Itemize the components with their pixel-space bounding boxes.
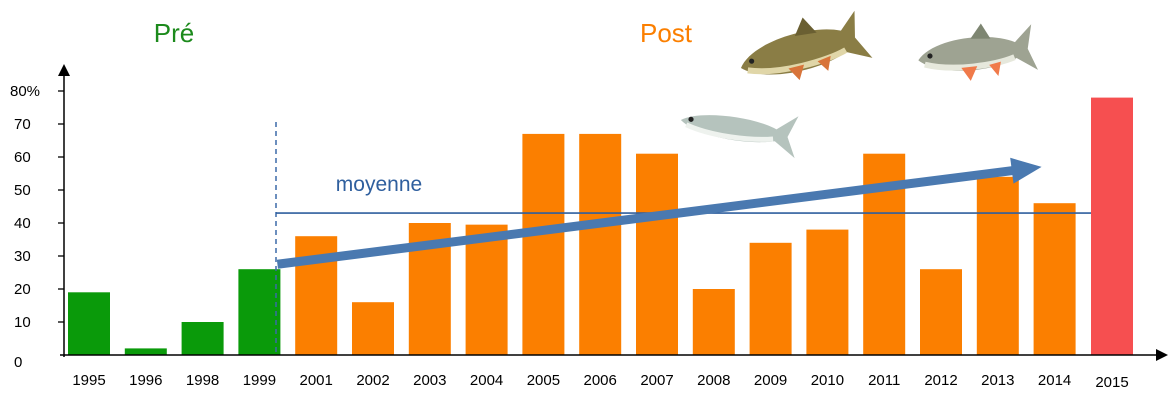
bar-2008 bbox=[692, 289, 735, 355]
post-period-label: Post bbox=[640, 18, 693, 48]
mean-label: moyenne bbox=[336, 173, 422, 196]
bleak-fish-icon bbox=[680, 115, 799, 159]
bars-layer bbox=[68, 97, 1133, 355]
x-tick-label-1999: 1999 bbox=[243, 372, 276, 389]
bar-2005 bbox=[522, 133, 565, 355]
bar-2002 bbox=[352, 302, 394, 355]
x-tick-label-1998: 1998 bbox=[186, 372, 219, 389]
y-tick-label: 80% bbox=[10, 83, 40, 100]
y-tick-label: 0 bbox=[14, 354, 22, 371]
x-tick-label-2004: 2004 bbox=[470, 372, 503, 389]
x-tick-label-2011: 2011 bbox=[868, 372, 900, 389]
y-tick-label: 60 bbox=[14, 149, 31, 166]
x-tick-label-2001: 2001 bbox=[300, 372, 333, 389]
x-tick-label-2005: 2005 bbox=[527, 372, 560, 389]
x-axis-arrowhead bbox=[1156, 349, 1168, 361]
x-tick-label-2009: 2009 bbox=[754, 372, 787, 389]
bar-2004 bbox=[465, 224, 508, 355]
bar-2012 bbox=[920, 269, 962, 355]
x-tick-label-1995: 1995 bbox=[72, 372, 105, 389]
bar-1998 bbox=[181, 322, 224, 355]
x-tick-label-2014: 2014 bbox=[1038, 372, 1071, 389]
x-tick-label-2008: 2008 bbox=[697, 372, 730, 389]
x-tick-label-2006: 2006 bbox=[584, 372, 617, 389]
x-axis-tick-labels: 1995 1996 1998 1999 2001 2002 2003 2004 2005 2006… bbox=[72, 372, 1128, 391]
bar-2013 bbox=[976, 176, 1019, 355]
bar-2007 bbox=[636, 153, 678, 355]
y-tick-label: 40 bbox=[14, 215, 31, 232]
y-axis-ticks: 0 10 20 30 40 50 60 70 80% bbox=[10, 83, 64, 371]
y-axis-arrowhead bbox=[58, 64, 70, 76]
x-tick-label-2002: 2002 bbox=[356, 372, 389, 389]
bar-2006 bbox=[579, 133, 622, 355]
bar-1996 bbox=[124, 348, 167, 355]
barbel-fish-icon bbox=[740, 10, 873, 81]
x-tick-label-2012: 2012 bbox=[924, 372, 957, 389]
bar-2010 bbox=[806, 229, 849, 355]
pre-period-label: Pré bbox=[154, 18, 194, 48]
x-tick-label-2015: 2015 bbox=[1095, 374, 1128, 391]
bar-2015 bbox=[1091, 97, 1133, 355]
y-tick-label: 70 bbox=[14, 116, 31, 133]
bar-1999 bbox=[238, 269, 281, 355]
x-tick-label-2013: 2013 bbox=[981, 372, 1014, 389]
y-tick-label: 20 bbox=[14, 281, 31, 298]
bar-2014 bbox=[1033, 203, 1076, 355]
x-tick-label-1996: 1996 bbox=[129, 372, 162, 389]
nase-fish-icon bbox=[918, 23, 1038, 81]
y-tick-label: 30 bbox=[14, 248, 31, 265]
x-tick-label-2007: 2007 bbox=[640, 372, 673, 389]
y-tick-label: 10 bbox=[14, 314, 31, 331]
trend-arrow bbox=[276, 157, 1042, 269]
bar-2009 bbox=[749, 242, 792, 355]
bar-1995 bbox=[68, 292, 110, 355]
x-tick-label-2010: 2010 bbox=[811, 372, 844, 389]
x-tick-label-2003: 2003 bbox=[413, 372, 446, 389]
y-tick-label: 50 bbox=[14, 182, 31, 199]
